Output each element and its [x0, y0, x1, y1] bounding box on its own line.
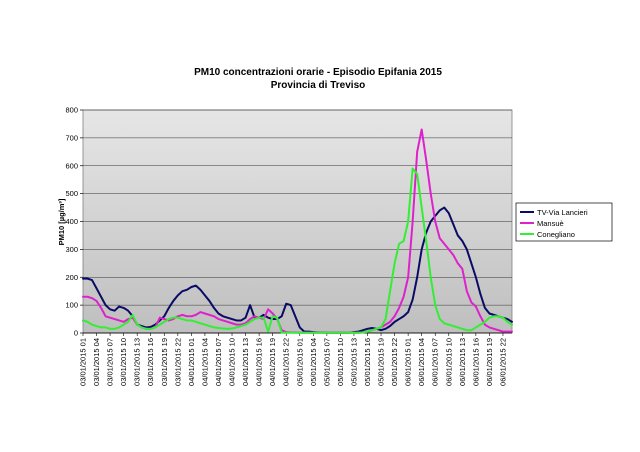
y-tick-label: 300	[65, 245, 78, 254]
y-tick-label: 400	[65, 217, 78, 226]
y-tick-label: 700	[65, 133, 78, 142]
x-tick-label: 03/01/2015 16	[146, 338, 155, 386]
x-tick-label: 04/01/2015 13	[241, 338, 250, 386]
series-line-3	[82, 167, 513, 334]
x-tick-label: 05/01/2015 19	[377, 338, 386, 386]
x-tick-label: 04/01/2015 19	[268, 338, 277, 386]
x-tick-label: 03/01/2015 13	[133, 338, 142, 386]
chart-subtitle: Provincia di Treviso	[271, 80, 365, 91]
y-axis: 0 100 200 300 400 500 600 700 800	[65, 106, 83, 338]
x-tick-label: 06/01/2015 04	[417, 338, 426, 386]
x-tick-label: 04/01/2015 10	[228, 338, 237, 386]
legend-label: TV-Via Lancieri	[537, 208, 588, 217]
x-tick-label: 06/01/2015 07	[431, 338, 440, 386]
y-axis-label: PM10 [µg/m³]	[57, 198, 66, 245]
x-tick-label: 05/01/2015 04	[309, 338, 318, 386]
x-tick-label: 05/01/2015 01	[295, 338, 304, 386]
y-tick-label: 600	[65, 161, 78, 170]
x-tick-label: 04/01/2015 22	[282, 338, 291, 386]
x-tick-label: 05/01/2015 22	[390, 338, 399, 386]
x-tick-label: 06/01/2015 13	[458, 338, 467, 386]
x-tick-label: 05/01/2015 07	[322, 338, 331, 386]
series-line-1	[82, 206, 513, 334]
x-tick-label: 03/01/2015 10	[119, 338, 128, 386]
x-tick-label: 06/01/2015 16	[471, 338, 480, 386]
x-tick-label: 06/01/2015 19	[485, 338, 494, 386]
x-tick-label: 03/01/2015 01	[79, 338, 88, 386]
x-tick-label: 03/01/2015 19	[160, 338, 169, 386]
x-tick-label: 03/01/2015 22	[173, 338, 182, 386]
x-tick-label: 06/01/2015 01	[404, 338, 413, 386]
x-tick-label: 04/01/2015 16	[255, 338, 264, 386]
y-tick-label: 100	[65, 301, 78, 310]
series-lines	[82, 128, 513, 334]
x-tick-label: 03/01/2015 07	[106, 338, 115, 386]
x-tick-label: 03/01/2015 04	[92, 338, 101, 386]
x-tick-label: 05/01/2015 10	[336, 338, 345, 386]
y-tick-label: 0	[74, 329, 78, 338]
x-tick-label: 05/01/2015 13	[349, 338, 358, 386]
chart-title: PM10 concentrazioni orarie - Episodio Ep…	[194, 67, 442, 78]
x-tick-label: 04/01/2015 04	[200, 338, 209, 386]
y-tick-label: 800	[65, 106, 78, 115]
y-tick-label: 200	[65, 273, 78, 282]
legend-label: Mansuè	[537, 219, 564, 228]
legend-label: Conegliano	[537, 230, 575, 239]
x-tick-label: 06/01/2015 22	[498, 338, 507, 386]
x-axis: 03/01/2015 01 03/01/2015 04 03/01/2015 07 0…	[79, 332, 512, 386]
y-tick-label: 500	[65, 189, 78, 198]
x-tick-label: 04/01/2015 07	[214, 338, 223, 386]
x-tick-label: 06/01/2015 10	[444, 338, 453, 386]
x-tick-label: 05/01/2015 16	[363, 338, 372, 386]
x-tick-label: 04/01/2015 01	[187, 338, 196, 386]
legend: TV-Via Lancieri Mansuè Conegliano	[515, 202, 613, 242]
